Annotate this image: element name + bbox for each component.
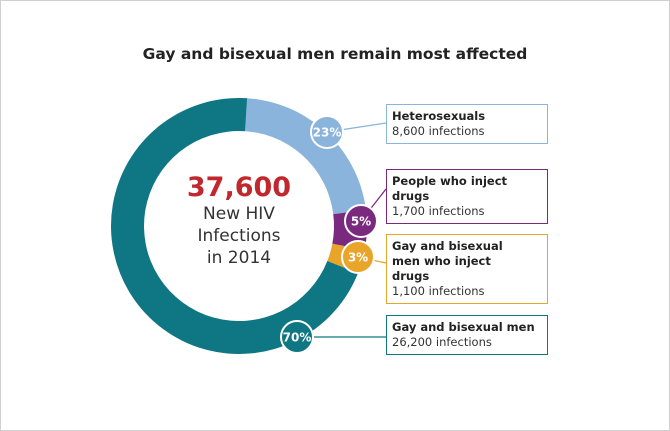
legend-detail: 1,700 infections	[392, 204, 485, 218]
percent-badge	[344, 204, 378, 238]
legend-name: Gay and bisexual men	[392, 320, 535, 334]
percent-label: 23%	[313, 126, 342, 140]
center-label: 37,600 New HIV Infections in 2014	[159, 173, 319, 269]
legend-box-heterosexuals: Heterosexuals 8,600 infections	[386, 104, 548, 144]
legend-name: Heterosexuals	[392, 109, 486, 123]
legend-box-msm-pwid: Gay and bisexual men who inject drugs 1,1…	[386, 234, 548, 304]
legend-name: Gay and bisexual men who inject drugs	[392, 239, 503, 283]
legend-box-msm: Gay and bisexual men 26,200 infections	[386, 315, 548, 355]
percent-label: 3%	[348, 251, 368, 265]
legend-detail: 1,100 infections	[392, 284, 485, 298]
percent-label: 5%	[351, 215, 371, 229]
legend-detail: 8,600 infections	[392, 124, 485, 138]
percent-label: 70%	[283, 331, 312, 345]
percent-badge	[310, 115, 344, 149]
legend-box-pwid: People who inject drugs 1,700 infections	[386, 169, 548, 224]
center-value: 37,600	[186, 172, 292, 203]
percent-badge	[280, 320, 314, 354]
legend-detail: 26,200 infections	[392, 335, 492, 349]
legend-name: People who inject drugs	[392, 174, 508, 203]
donut-slice	[239, 98, 366, 215]
chart-title: Gay and bisexual men remain most affecte…	[142, 45, 528, 63]
percent-badge	[341, 240, 375, 274]
center-line2: Infections	[197, 226, 281, 246]
center-line1: New HIV	[203, 204, 275, 224]
center-line3: in 2014	[206, 248, 272, 268]
